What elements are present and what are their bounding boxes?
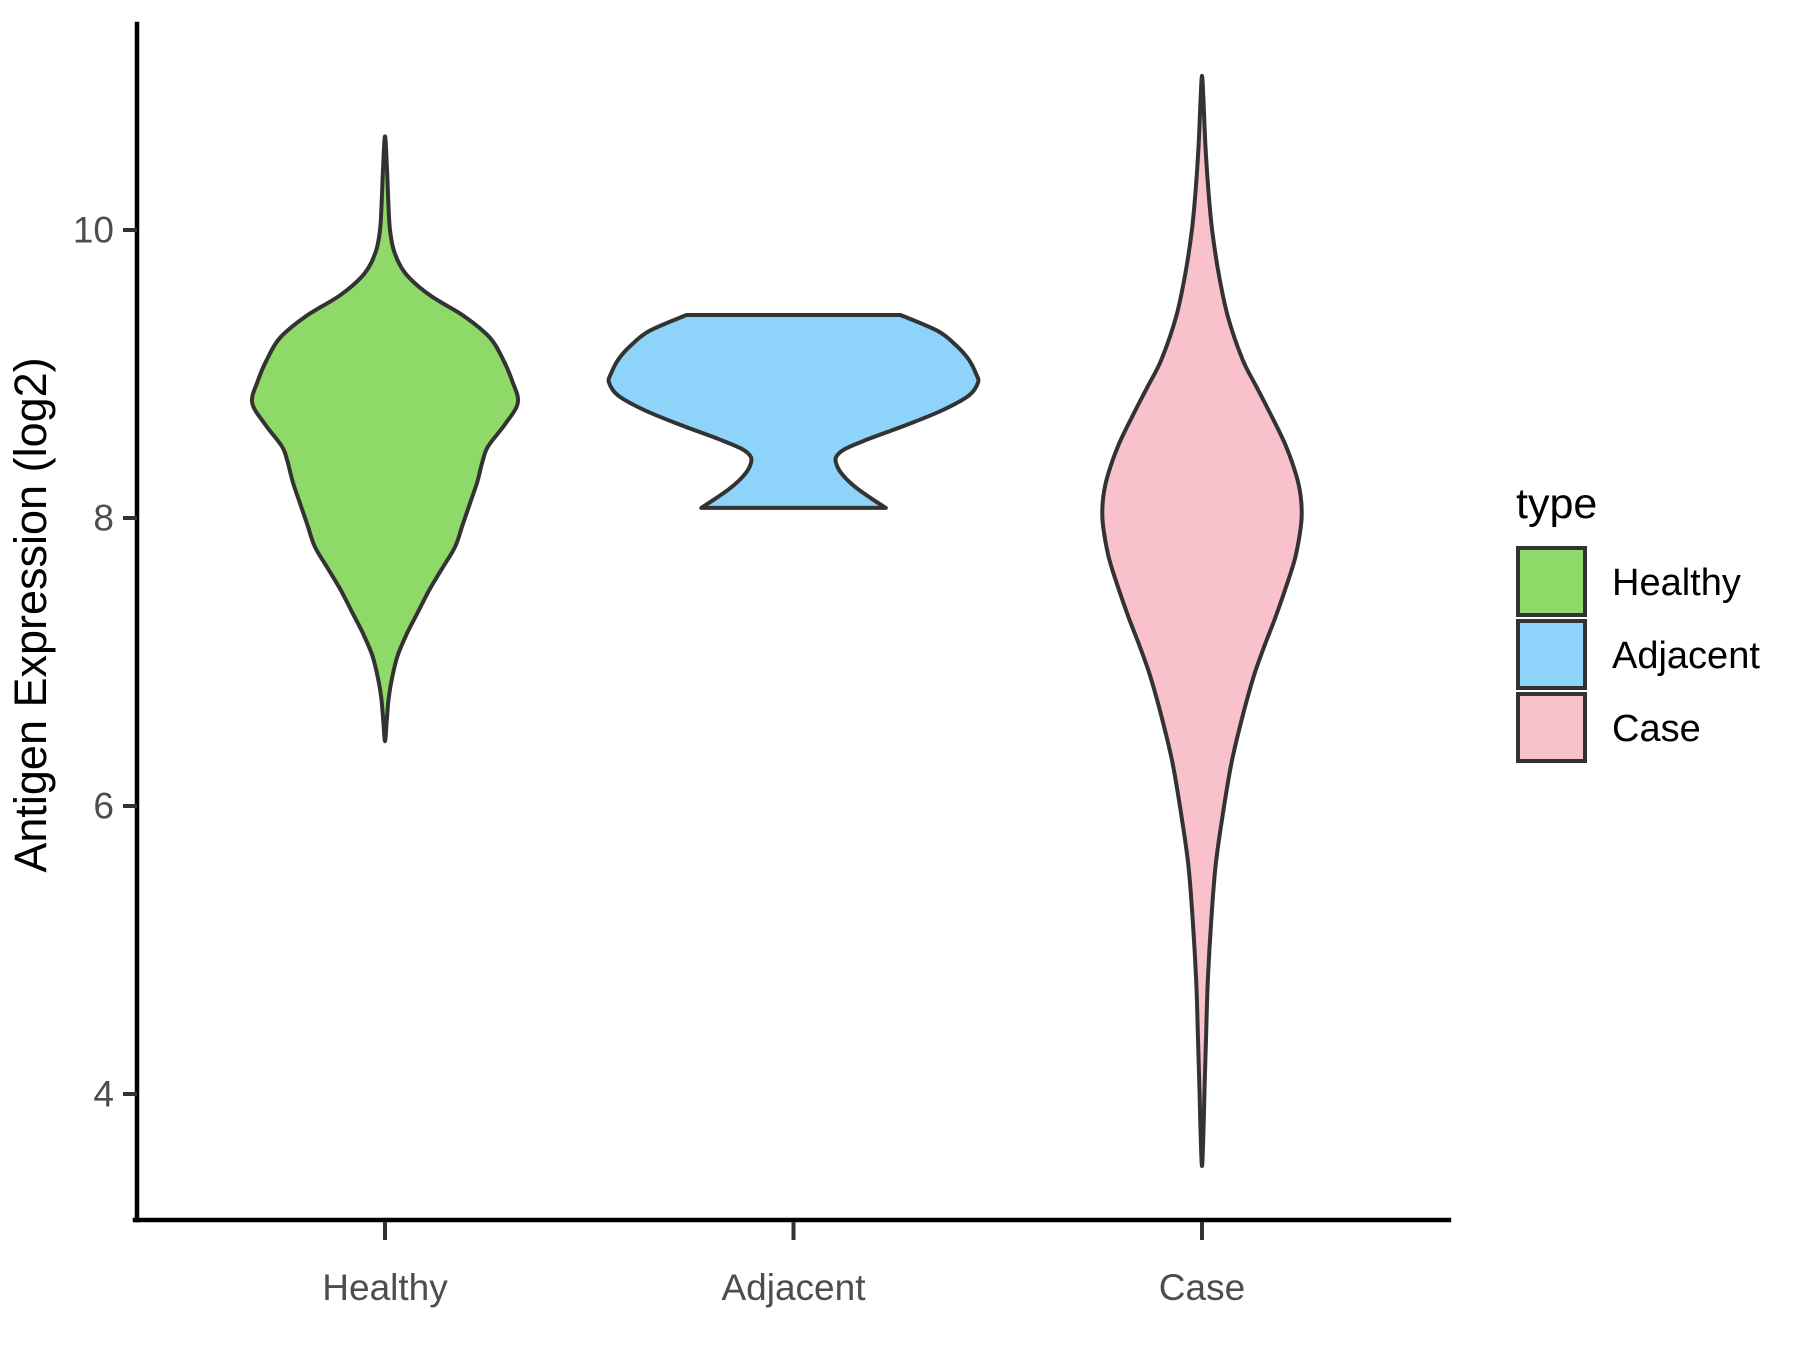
legend-swatch-case bbox=[1516, 692, 1587, 763]
y-tick-label-8: 8 bbox=[93, 498, 114, 539]
violin-layer bbox=[249, 73, 1304, 1168]
x-tick-label-healthy: Healthy bbox=[322, 1267, 448, 1308]
y-tick-label-6: 6 bbox=[93, 786, 114, 827]
y-axis-title: Antigen Expression (log2) bbox=[5, 357, 56, 872]
legend-label-case: Case bbox=[1612, 708, 1701, 750]
legend-swatch-healthy bbox=[1516, 546, 1587, 617]
legend-swatch-adjacent bbox=[1516, 619, 1587, 690]
x-tick-label-case: Case bbox=[1159, 1267, 1245, 1308]
legend-title: type bbox=[1516, 480, 1597, 528]
legend: type Healthy Adjacent Case bbox=[1516, 480, 1760, 763]
y-tick-label-10: 10 bbox=[73, 210, 114, 251]
violin-adjacent bbox=[606, 313, 981, 510]
x-tick-label-adjacent: Adjacent bbox=[722, 1267, 867, 1308]
axes bbox=[132, 21, 1452, 1223]
violin-healthy bbox=[249, 134, 521, 744]
legend-label-adjacent: Adjacent bbox=[1612, 635, 1760, 677]
y-axis-ticks: 10 8 6 4 bbox=[73, 210, 137, 1115]
violin-case bbox=[1100, 73, 1304, 1168]
x-axis-ticks: Healthy Adjacent Case bbox=[322, 1222, 1245, 1308]
legend-label-healthy: Healthy bbox=[1612, 562, 1741, 604]
y-tick-label-4: 4 bbox=[93, 1074, 114, 1115]
